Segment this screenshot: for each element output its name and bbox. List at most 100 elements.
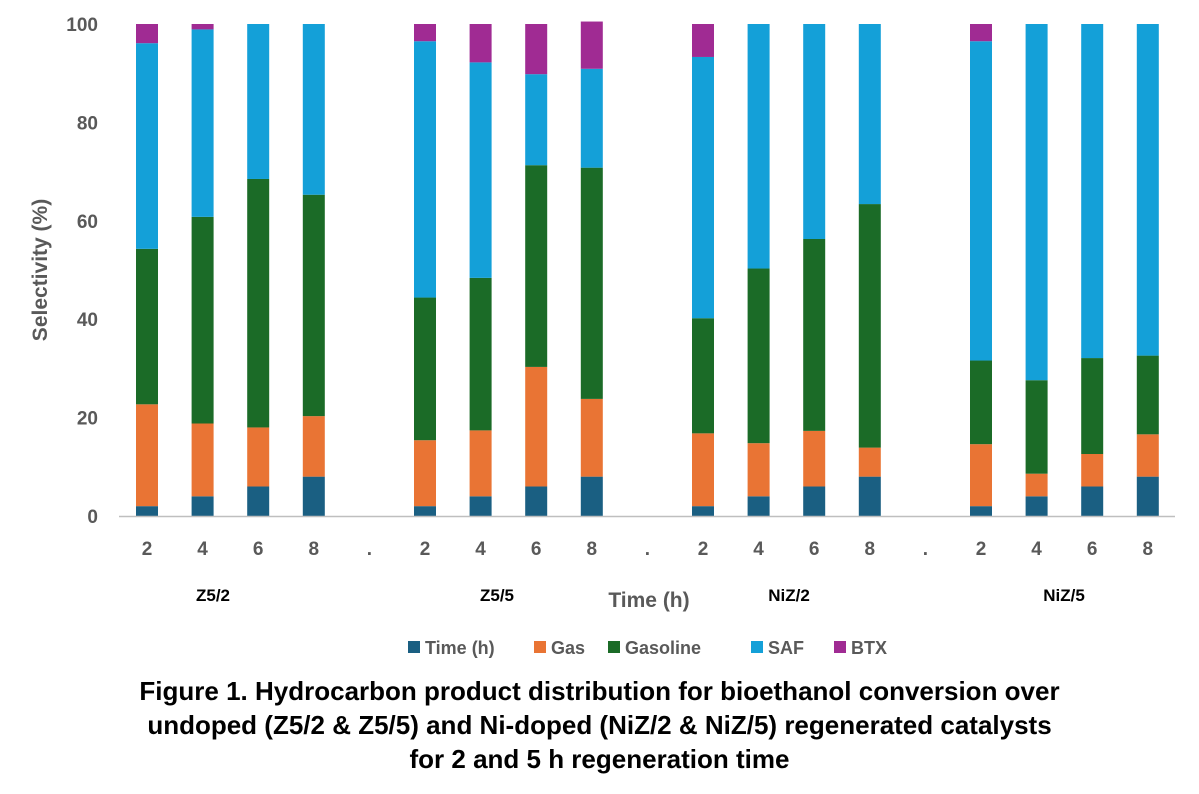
bar-segment-btx bbox=[580, 21, 603, 69]
y-tick-label: 0 bbox=[87, 507, 98, 528]
x-tick-label: 2 bbox=[420, 539, 431, 560]
y-tick-label: 20 bbox=[77, 409, 98, 430]
bar-segment-saf bbox=[692, 56, 714, 319]
bar-segment-gasoline bbox=[1136, 355, 1159, 435]
bar-segment-time-h bbox=[692, 506, 714, 516]
bar-segment-saf bbox=[469, 62, 492, 278]
bar-segment-gasoline bbox=[858, 204, 881, 448]
legend-label: SAF bbox=[768, 638, 804, 658]
bar-segment-gasoline bbox=[414, 297, 436, 441]
bar-segment-time-h bbox=[247, 486, 270, 516]
x-separator-label: . bbox=[645, 539, 650, 560]
bar-segment-saf bbox=[858, 24, 881, 205]
bar-segment-gasoline bbox=[580, 167, 603, 399]
bar-segment-btx bbox=[692, 24, 714, 57]
bar-segment-time-h bbox=[469, 496, 492, 516]
bar-segment-time-h bbox=[1025, 496, 1048, 516]
bar-segment-time-h bbox=[747, 496, 770, 516]
bar-segment-saf bbox=[1081, 24, 1104, 359]
x-tick-label: 2 bbox=[142, 539, 153, 560]
x-tick-label: 4 bbox=[197, 539, 208, 560]
x-tick-label: 2 bbox=[698, 539, 709, 560]
bar-segment-btx bbox=[525, 24, 548, 75]
bar-segment-gas bbox=[191, 423, 214, 497]
bar-segment-gas bbox=[747, 443, 770, 497]
x-tick-label: 4 bbox=[1031, 539, 1042, 560]
x-separator-label: . bbox=[923, 539, 928, 560]
bar-segment-gas bbox=[692, 433, 714, 507]
bar-segment-time-h bbox=[803, 486, 826, 516]
x-tick-label: 4 bbox=[753, 539, 764, 560]
x-tick-label: 8 bbox=[1143, 539, 1154, 560]
bar-segment-gasoline bbox=[136, 248, 158, 405]
bar-segment-gasoline bbox=[803, 239, 826, 431]
group-label: NiZ/5 bbox=[1043, 586, 1085, 605]
legend-label: Gas bbox=[551, 638, 585, 658]
x-tick-label: 6 bbox=[1087, 539, 1098, 560]
bar-segment-saf bbox=[1025, 24, 1048, 381]
legend: Time (h) Gas Gasoline SAF BTX bbox=[408, 638, 887, 658]
caption-line-3: for 2 and 5 h regeneration time bbox=[409, 744, 790, 774]
bar-segment-gas bbox=[1136, 434, 1159, 477]
bar-segment-saf bbox=[580, 68, 603, 168]
bar-segment-time-h bbox=[191, 496, 214, 516]
x-tick-label: 8 bbox=[309, 539, 320, 560]
bar-segment-gas bbox=[136, 404, 158, 507]
x-axis-title: Time (h) bbox=[608, 589, 689, 612]
bar-segment-saf bbox=[970, 41, 992, 361]
y-tick-label: 80 bbox=[77, 113, 98, 134]
x-tick-label: 2 bbox=[976, 539, 987, 560]
bar-segment-saf bbox=[136, 43, 158, 249]
bar-segment-time-h bbox=[1136, 476, 1159, 516]
group-labels: Z5/2 Z5/5 NiZ/2 NiZ/5 bbox=[196, 586, 1085, 605]
x-separator-label: . bbox=[367, 539, 372, 560]
bar-segment-btx bbox=[136, 24, 158, 44]
bar-segment-gasoline bbox=[747, 268, 770, 444]
bar-segment-time-h bbox=[525, 486, 548, 516]
y-axis-ticks: 0 20 40 60 80 100 bbox=[66, 15, 98, 528]
bar-segment-gas bbox=[525, 366, 548, 487]
legend-swatch bbox=[534, 641, 546, 653]
bar-segment-saf bbox=[191, 29, 214, 217]
y-axis-title: Selectivity (%) bbox=[29, 199, 52, 341]
legend-label: Time (h) bbox=[425, 638, 495, 658]
bar-segment-gas bbox=[858, 447, 881, 477]
bar-segment-gas bbox=[414, 440, 436, 507]
caption-line-2: undoped (Z5/2 & Z5/5) and Ni-doped (NiZ/… bbox=[147, 710, 1052, 740]
bar-segment-gasoline bbox=[1081, 358, 1104, 455]
legend-label: Gasoline bbox=[625, 638, 701, 658]
bar-segment-gasoline bbox=[469, 277, 492, 431]
bar-segment-gas bbox=[580, 398, 603, 477]
bar-segment-btx bbox=[191, 24, 214, 30]
x-tick-label: 8 bbox=[865, 539, 876, 560]
bars bbox=[136, 21, 1159, 516]
legend-swatch bbox=[834, 641, 846, 653]
bar-segment-gasoline bbox=[692, 318, 714, 434]
legend-swatch bbox=[408, 641, 420, 653]
bar-segment-saf bbox=[414, 41, 436, 298]
bar-segment-gasoline bbox=[247, 178, 270, 428]
x-axis-ticks: 2 4 6 8. 2 4 6 8. 2 4 6 8. 2 4 6 8 bbox=[142, 539, 1153, 560]
bar-segment-btx bbox=[469, 24, 492, 63]
group-label: NiZ/2 bbox=[768, 586, 810, 605]
bar-segment-gasoline bbox=[525, 165, 548, 367]
legend-swatch bbox=[751, 641, 763, 653]
caption-line-1: Figure 1. Hydrocarbon product distributi… bbox=[139, 676, 1060, 706]
bar-segment-gasoline bbox=[1025, 380, 1048, 474]
x-tick-label: 6 bbox=[531, 539, 542, 560]
bar-segment-saf bbox=[1136, 24, 1159, 356]
x-tick-label: 4 bbox=[475, 539, 486, 560]
bar-segment-saf bbox=[747, 24, 770, 269]
bar-segment-time-h bbox=[414, 506, 436, 516]
bar-segment-time-h bbox=[858, 476, 881, 516]
bar-segment-gas bbox=[1081, 454, 1104, 487]
bar-segment-gas bbox=[247, 427, 270, 487]
legend-swatch bbox=[608, 641, 620, 653]
bar-segment-gas bbox=[1025, 473, 1048, 497]
figure-caption: Figure 1. Hydrocarbon product distributi… bbox=[0, 674, 1199, 776]
bar-segment-time-h bbox=[970, 506, 992, 516]
bar-segment-gasoline bbox=[302, 194, 325, 417]
bar-segment-gasoline bbox=[970, 360, 992, 445]
bar-segment-time-h bbox=[302, 476, 325, 516]
